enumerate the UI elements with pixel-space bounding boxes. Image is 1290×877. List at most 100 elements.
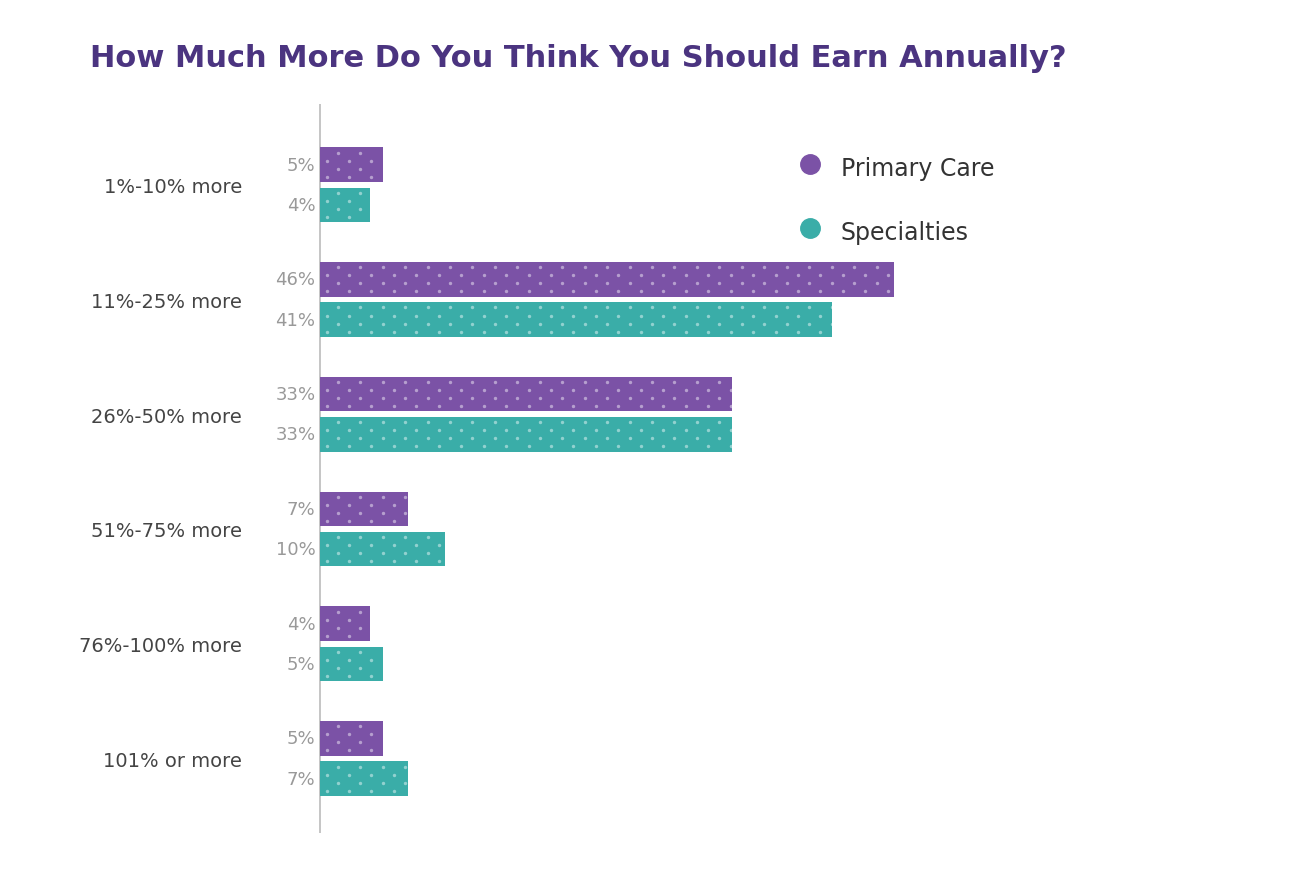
Point [473, 269, 494, 283]
Point [361, 170, 382, 184]
Point [361, 154, 382, 168]
Point [552, 277, 573, 291]
Point [350, 375, 370, 389]
Point [350, 146, 370, 160]
Point [373, 490, 393, 504]
Point [350, 506, 370, 520]
Point [507, 261, 528, 275]
Point [586, 310, 606, 324]
Point [361, 424, 382, 438]
Point [619, 416, 640, 430]
Point [676, 440, 697, 454]
Point [686, 431, 707, 446]
Point [383, 514, 404, 528]
Point [586, 424, 606, 438]
Point [788, 285, 809, 299]
Point [485, 277, 506, 291]
Point [417, 277, 437, 291]
Point [753, 277, 774, 291]
Point [339, 767, 360, 781]
Point [788, 325, 809, 339]
Point [799, 317, 819, 332]
Point [316, 170, 337, 184]
Point [339, 728, 360, 742]
Point [686, 277, 707, 291]
Point [339, 269, 360, 283]
Point [361, 744, 382, 758]
Point [608, 383, 628, 397]
Point [698, 310, 719, 324]
Point [316, 669, 337, 683]
Point [316, 498, 337, 512]
Point [822, 277, 842, 291]
Point [597, 277, 618, 291]
Point [822, 317, 842, 332]
Point [440, 431, 461, 446]
Point [417, 317, 437, 332]
Point [428, 400, 449, 414]
Bar [320, 492, 408, 526]
Point [495, 400, 516, 414]
Point [720, 440, 740, 454]
Point [395, 775, 415, 789]
Text: How Much More Do You Think You Should Earn Annually?: How Much More Do You Think You Should Ea… [90, 44, 1067, 73]
Bar [320, 647, 383, 681]
Point [866, 277, 886, 291]
Point [440, 261, 461, 275]
Point [619, 375, 640, 389]
Point [541, 285, 561, 299]
Point [406, 554, 427, 568]
Point [417, 531, 437, 545]
Point [328, 645, 348, 659]
Point [731, 277, 752, 291]
Point [822, 261, 842, 275]
Point [473, 285, 494, 299]
Point [373, 416, 393, 430]
Point [519, 325, 539, 339]
Point [316, 613, 337, 627]
Point [608, 269, 628, 283]
Point [574, 416, 595, 430]
Point [541, 383, 561, 397]
Point [383, 767, 404, 781]
Point [731, 301, 752, 315]
Point [529, 261, 550, 275]
Point [519, 269, 539, 283]
Point [597, 261, 618, 275]
Point [462, 392, 482, 406]
Point [586, 269, 606, 283]
Bar [320, 148, 383, 182]
Point [361, 269, 382, 283]
Point [462, 301, 482, 315]
Point [877, 285, 898, 299]
Point [866, 261, 886, 275]
Point [451, 383, 472, 397]
Point [316, 400, 337, 414]
Point [406, 538, 427, 553]
Point [653, 400, 673, 414]
Point [328, 661, 348, 675]
Point [653, 383, 673, 397]
Point [473, 383, 494, 397]
Point [350, 277, 370, 291]
Point [485, 301, 506, 315]
Point [641, 431, 662, 446]
Point [428, 383, 449, 397]
Point [417, 261, 437, 275]
Point [777, 261, 797, 275]
Point [339, 514, 360, 528]
Point [361, 653, 382, 667]
Point [339, 325, 360, 339]
Point [406, 310, 427, 324]
Point [664, 392, 685, 406]
Point [316, 269, 337, 283]
Point [462, 277, 482, 291]
Point [519, 310, 539, 324]
Point [350, 775, 370, 789]
Point [316, 629, 337, 643]
Point [462, 416, 482, 430]
Point [664, 416, 685, 430]
Point [440, 317, 461, 332]
Point [451, 310, 472, 324]
Point [664, 277, 685, 291]
